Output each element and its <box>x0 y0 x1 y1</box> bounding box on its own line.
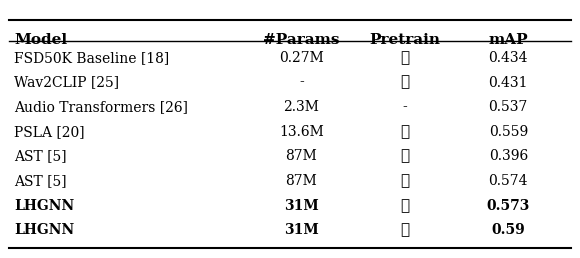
Text: 0.27M: 0.27M <box>279 51 324 65</box>
Text: -: - <box>299 76 304 90</box>
Text: Wav2CLIP [25]: Wav2CLIP [25] <box>14 76 119 90</box>
Text: 31M: 31M <box>284 223 319 237</box>
Text: #Params: #Params <box>263 33 340 47</box>
Text: -: - <box>403 100 407 114</box>
Text: 0.396: 0.396 <box>489 149 528 164</box>
Text: ✓: ✓ <box>400 223 409 237</box>
Text: 87M: 87M <box>285 174 317 188</box>
Text: 31M: 31M <box>284 199 319 213</box>
Text: 0.434: 0.434 <box>488 51 528 65</box>
Text: 0.431: 0.431 <box>488 76 528 90</box>
Text: ✗: ✗ <box>400 51 409 65</box>
Text: ✗: ✗ <box>400 149 409 164</box>
Text: Audio Transformers [26]: Audio Transformers [26] <box>14 100 188 114</box>
Text: mAP: mAP <box>488 33 528 47</box>
Text: ✗: ✗ <box>400 76 409 90</box>
Text: LHGNN: LHGNN <box>14 199 74 213</box>
Text: 0.573: 0.573 <box>487 199 530 213</box>
Text: LHGNN: LHGNN <box>14 223 74 237</box>
Text: 87M: 87M <box>285 149 317 164</box>
Text: ✓: ✓ <box>400 125 409 139</box>
Text: 0.537: 0.537 <box>488 100 528 114</box>
Text: 13.6M: 13.6M <box>279 125 324 139</box>
Text: 2.3M: 2.3M <box>284 100 320 114</box>
Text: Model: Model <box>14 33 67 47</box>
Text: 0.559: 0.559 <box>489 125 528 139</box>
Text: ✓: ✓ <box>400 174 409 188</box>
Text: AST [5]: AST [5] <box>14 149 67 164</box>
Text: Pretrain: Pretrain <box>369 33 440 47</box>
Text: 0.574: 0.574 <box>488 174 528 188</box>
Text: 0.59: 0.59 <box>491 223 525 237</box>
Text: ✗: ✗ <box>400 199 409 213</box>
Text: FSD50K Baseline [18]: FSD50K Baseline [18] <box>14 51 169 65</box>
Text: AST [5]: AST [5] <box>14 174 67 188</box>
Text: PSLA [20]: PSLA [20] <box>14 125 85 139</box>
